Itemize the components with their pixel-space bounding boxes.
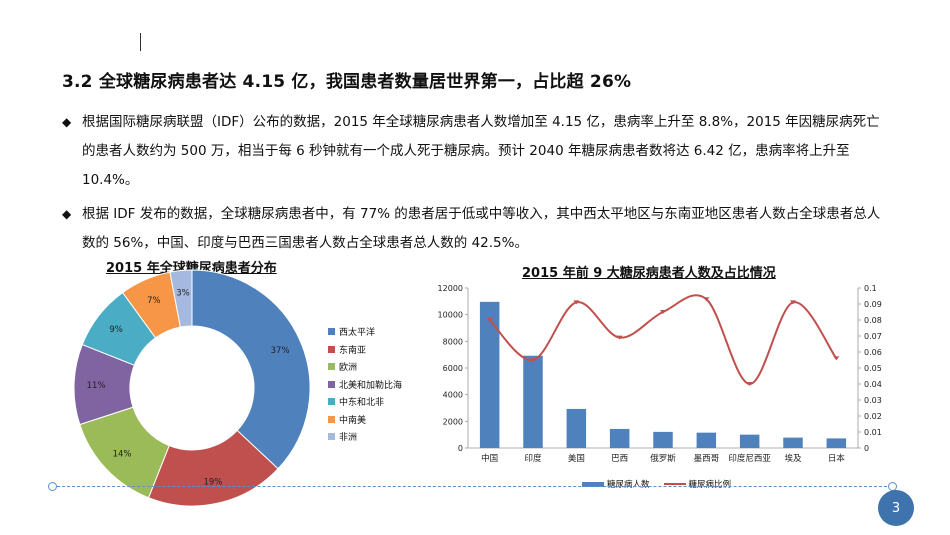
right-tick-label: 0.02 [864,412,882,421]
left-tick-label: 6000 [443,364,463,373]
left-tick-label: 8000 [443,337,463,346]
right-tick-label: 0.06 [864,348,882,357]
donut-label-3: 11% [87,381,106,391]
donut-legend-item: 中东和北非 [328,393,402,411]
legend-swatch [328,345,335,353]
legend-label: 中东和北非 [339,398,385,409]
right-tick-label: 0.05 [864,364,882,373]
donut-legend-item: 欧洲 [328,358,402,376]
slide-title: 3.2 全球糖尿病患者达 4.15 亿，我国患者数量居世界第一，占比超 26% [62,72,632,92]
category-label: 印度 [524,453,542,464]
donut-slice-0 [191,269,311,470]
line-series-swatch [663,483,686,485]
bar-4 [653,431,673,448]
ratio-point-0 [486,318,493,322]
category-label: 印度尼西亚 [728,453,771,464]
left-tick-label: 10000 [438,311,463,320]
category-label: 美国 [568,453,585,464]
right-tick-label: 0.09 [864,300,882,309]
donut-slice-6 [169,269,193,328]
donut-legend-item: 非洲 [328,428,402,446]
bar-6 [739,434,760,448]
donut-chart-title: 2015 年全球糖尿病患者分布 [106,261,277,276]
combo-chart: 0 2000 4000 6000 8000 10000 12000 0 0.01 0.02 0.03… [438,284,882,464]
bullet-text-2: 根据 IDF 发布的数据，全球糖尿病患者中，有 77% 的患者居于低或中等收入，… [82,206,881,251]
left-tick-label: 0 [458,444,463,453]
page-number-badge: 3 [878,490,914,526]
diamond-bullet-icon: ◆ [62,115,72,129]
right-tick-label: 0.1 [864,284,877,293]
donut-label-2: 14% [113,450,132,460]
bar-series-swatch [582,481,604,487]
bullet-text-1: 根据国际糖尿病联盟（IDF）公布的数据，2015 年全球糖尿病患者人数增加至 4… [82,114,880,188]
donut-chart: 37% 19% 14% 11% 9% 7% 3% [73,269,311,507]
ratio-point-3 [616,335,623,340]
ratio-point-6 [746,382,753,386]
bar-7 [783,437,803,448]
left-tick-label: 12000 [438,284,463,293]
bar-1 [523,355,543,448]
line-series-label: 糖尿病比例 [688,480,732,490]
bar-8 [826,438,847,448]
donut-label-6: 3% [176,288,190,298]
legend-label: 东南亚 [339,345,367,356]
legend-swatch [328,415,335,423]
bullet-paragraph-1: ◆ 根据国际糖尿病联盟（IDF）公布的数据，2015 年全球糖尿病患者人数增加至… [62,108,892,195]
ratio-point-1 [530,358,536,362]
donut-label-4: 9% [109,325,123,335]
ratio-point-5 [703,297,710,302]
left-tick-label: 2000 [443,417,463,426]
legend-swatch [328,380,335,388]
ratio-point-4 [660,310,666,314]
ratio-point-2 [573,300,580,305]
right-tick-label: 0.07 [864,332,882,341]
ratio-line [488,294,838,386]
category-label: 墨西哥 [694,454,720,464]
donut-label-5: 7% [147,296,161,306]
bullet-paragraph-2: ◆ 根据 IDF 发布的数据，全球糖尿病患者中，有 77% 的患者居于低或中等收… [62,200,892,258]
right-tick-label: 0 [864,444,869,453]
category-label: 中国 [481,453,498,464]
right-tick-label: 0.01 [864,428,882,437]
bar-3 [609,428,630,448]
legend-swatch [328,398,335,406]
legend-label: 北美和加勒比海 [339,380,403,391]
right-tick-label: 0.03 [864,396,882,405]
combo-legend: 糖尿病人数 糖尿病比例 [582,478,731,490]
bar-chart-title: 2015 年前 9 大糖尿病患者人数及占比情况 [522,266,776,281]
legend-swatch [328,328,335,336]
right-tick-label: 0.04 [864,380,882,389]
bar-series-label: 糖尿病人数 [607,480,650,490]
donut-legend-item: 东南亚 [328,341,402,359]
category-label: 俄罗斯 [650,453,676,464]
legend-label: 非洲 [339,433,358,444]
diamond-bullet-icon: ◆ [62,207,72,221]
donut-legend-item: 西太平洋 [328,323,402,341]
donut-legend-item: 中南美 [328,411,402,429]
footer-dashed-line [52,486,892,487]
donut-label-0: 37% [271,346,290,356]
legend-label: 西太平洋 [339,328,376,339]
legend-swatch [328,433,335,441]
category-label: 埃及 [784,453,802,464]
donut-label-1: 19% [203,478,222,488]
legend-swatch [328,363,335,371]
legend-label: 欧洲 [339,363,358,374]
donut-legend: 西太平洋东南亚欧洲北美和加勒比海 中东和北非中南美非洲 [328,323,402,446]
legend-label: 中南美 [339,415,367,426]
category-label: 日本 [828,453,846,464]
left-tick-label: 4000 [443,391,463,400]
bar-5 [696,432,717,448]
category-label: 巴西 [611,454,628,464]
ratio-point-7 [790,300,796,305]
footer-dot-left [48,482,57,491]
donut-legend-item: 北美和加勒比海 [328,376,402,394]
bar-2 [566,408,587,448]
ratio-point-8 [833,356,840,361]
right-tick-label: 0.08 [864,316,882,325]
header-divider [140,33,141,51]
bar-0 [479,301,500,448]
